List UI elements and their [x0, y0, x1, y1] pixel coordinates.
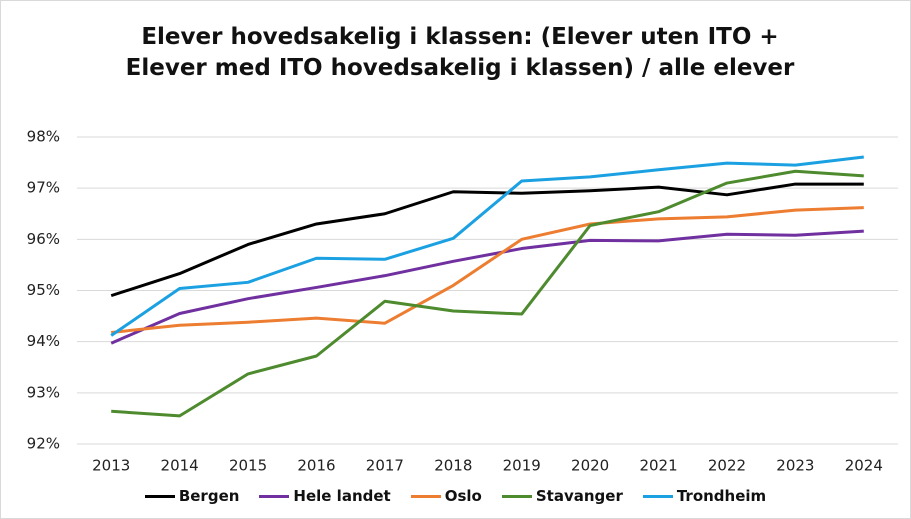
legend-item: Stavanger	[501, 487, 623, 505]
legend-swatch	[259, 494, 290, 498]
chart-title: Elever hovedsakelig i klassen: (Elever u…	[125, 24, 795, 81]
legend-label: Bergen	[178, 487, 240, 505]
legend-swatch	[410, 494, 441, 498]
y-tick-label: 93%	[27, 383, 60, 401]
x-tick-label: 2017	[366, 457, 404, 475]
x-tick-label: 2014	[161, 457, 199, 475]
series-line	[110, 229, 864, 345]
legend-item: Trondheim	[642, 487, 767, 505]
series-line	[110, 155, 864, 337]
y-tick-label: 94%	[27, 332, 60, 350]
x-tick-label: 2023	[776, 457, 814, 475]
legend: Bergen Hele landet Oslo Stavanger Trondheim	[0, 487, 911, 505]
x-tick-label: 2019	[503, 457, 541, 475]
legend-label: Hele landet	[293, 487, 391, 505]
x-tick-label: 2016	[297, 457, 335, 475]
x-tick-label: 2015	[229, 457, 267, 475]
x-tick-label: 2021	[639, 457, 677, 475]
legend-item: Bergen	[144, 487, 240, 505]
x-tick-label: 2022	[708, 457, 746, 475]
legend-swatch	[501, 494, 532, 498]
series-line	[111, 169, 864, 418]
y-tick-label: 92%	[27, 435, 60, 453]
legend-swatch	[144, 494, 175, 498]
x-tick-label: 2018	[434, 457, 472, 475]
y-tick-label: 97%	[27, 179, 60, 197]
x-tick-label: 2020	[571, 457, 609, 475]
x-tick-label: 2013	[92, 457, 130, 475]
legend-item: Oslo	[410, 487, 482, 505]
series-line	[110, 182, 864, 298]
x-tick-label: 2024	[845, 457, 883, 475]
legend-swatch	[642, 494, 673, 498]
legend-label: Trondheim	[676, 487, 767, 505]
y-tick-label: 98%	[27, 128, 60, 146]
legend-item: Hele landet	[259, 487, 391, 505]
legend-label: Oslo	[444, 487, 482, 505]
legend-label: Stavanger	[535, 487, 623, 505]
y-tick-label: 96%	[27, 230, 60, 248]
series-line	[111, 206, 864, 334]
y-tick-label: 95%	[27, 281, 60, 299]
